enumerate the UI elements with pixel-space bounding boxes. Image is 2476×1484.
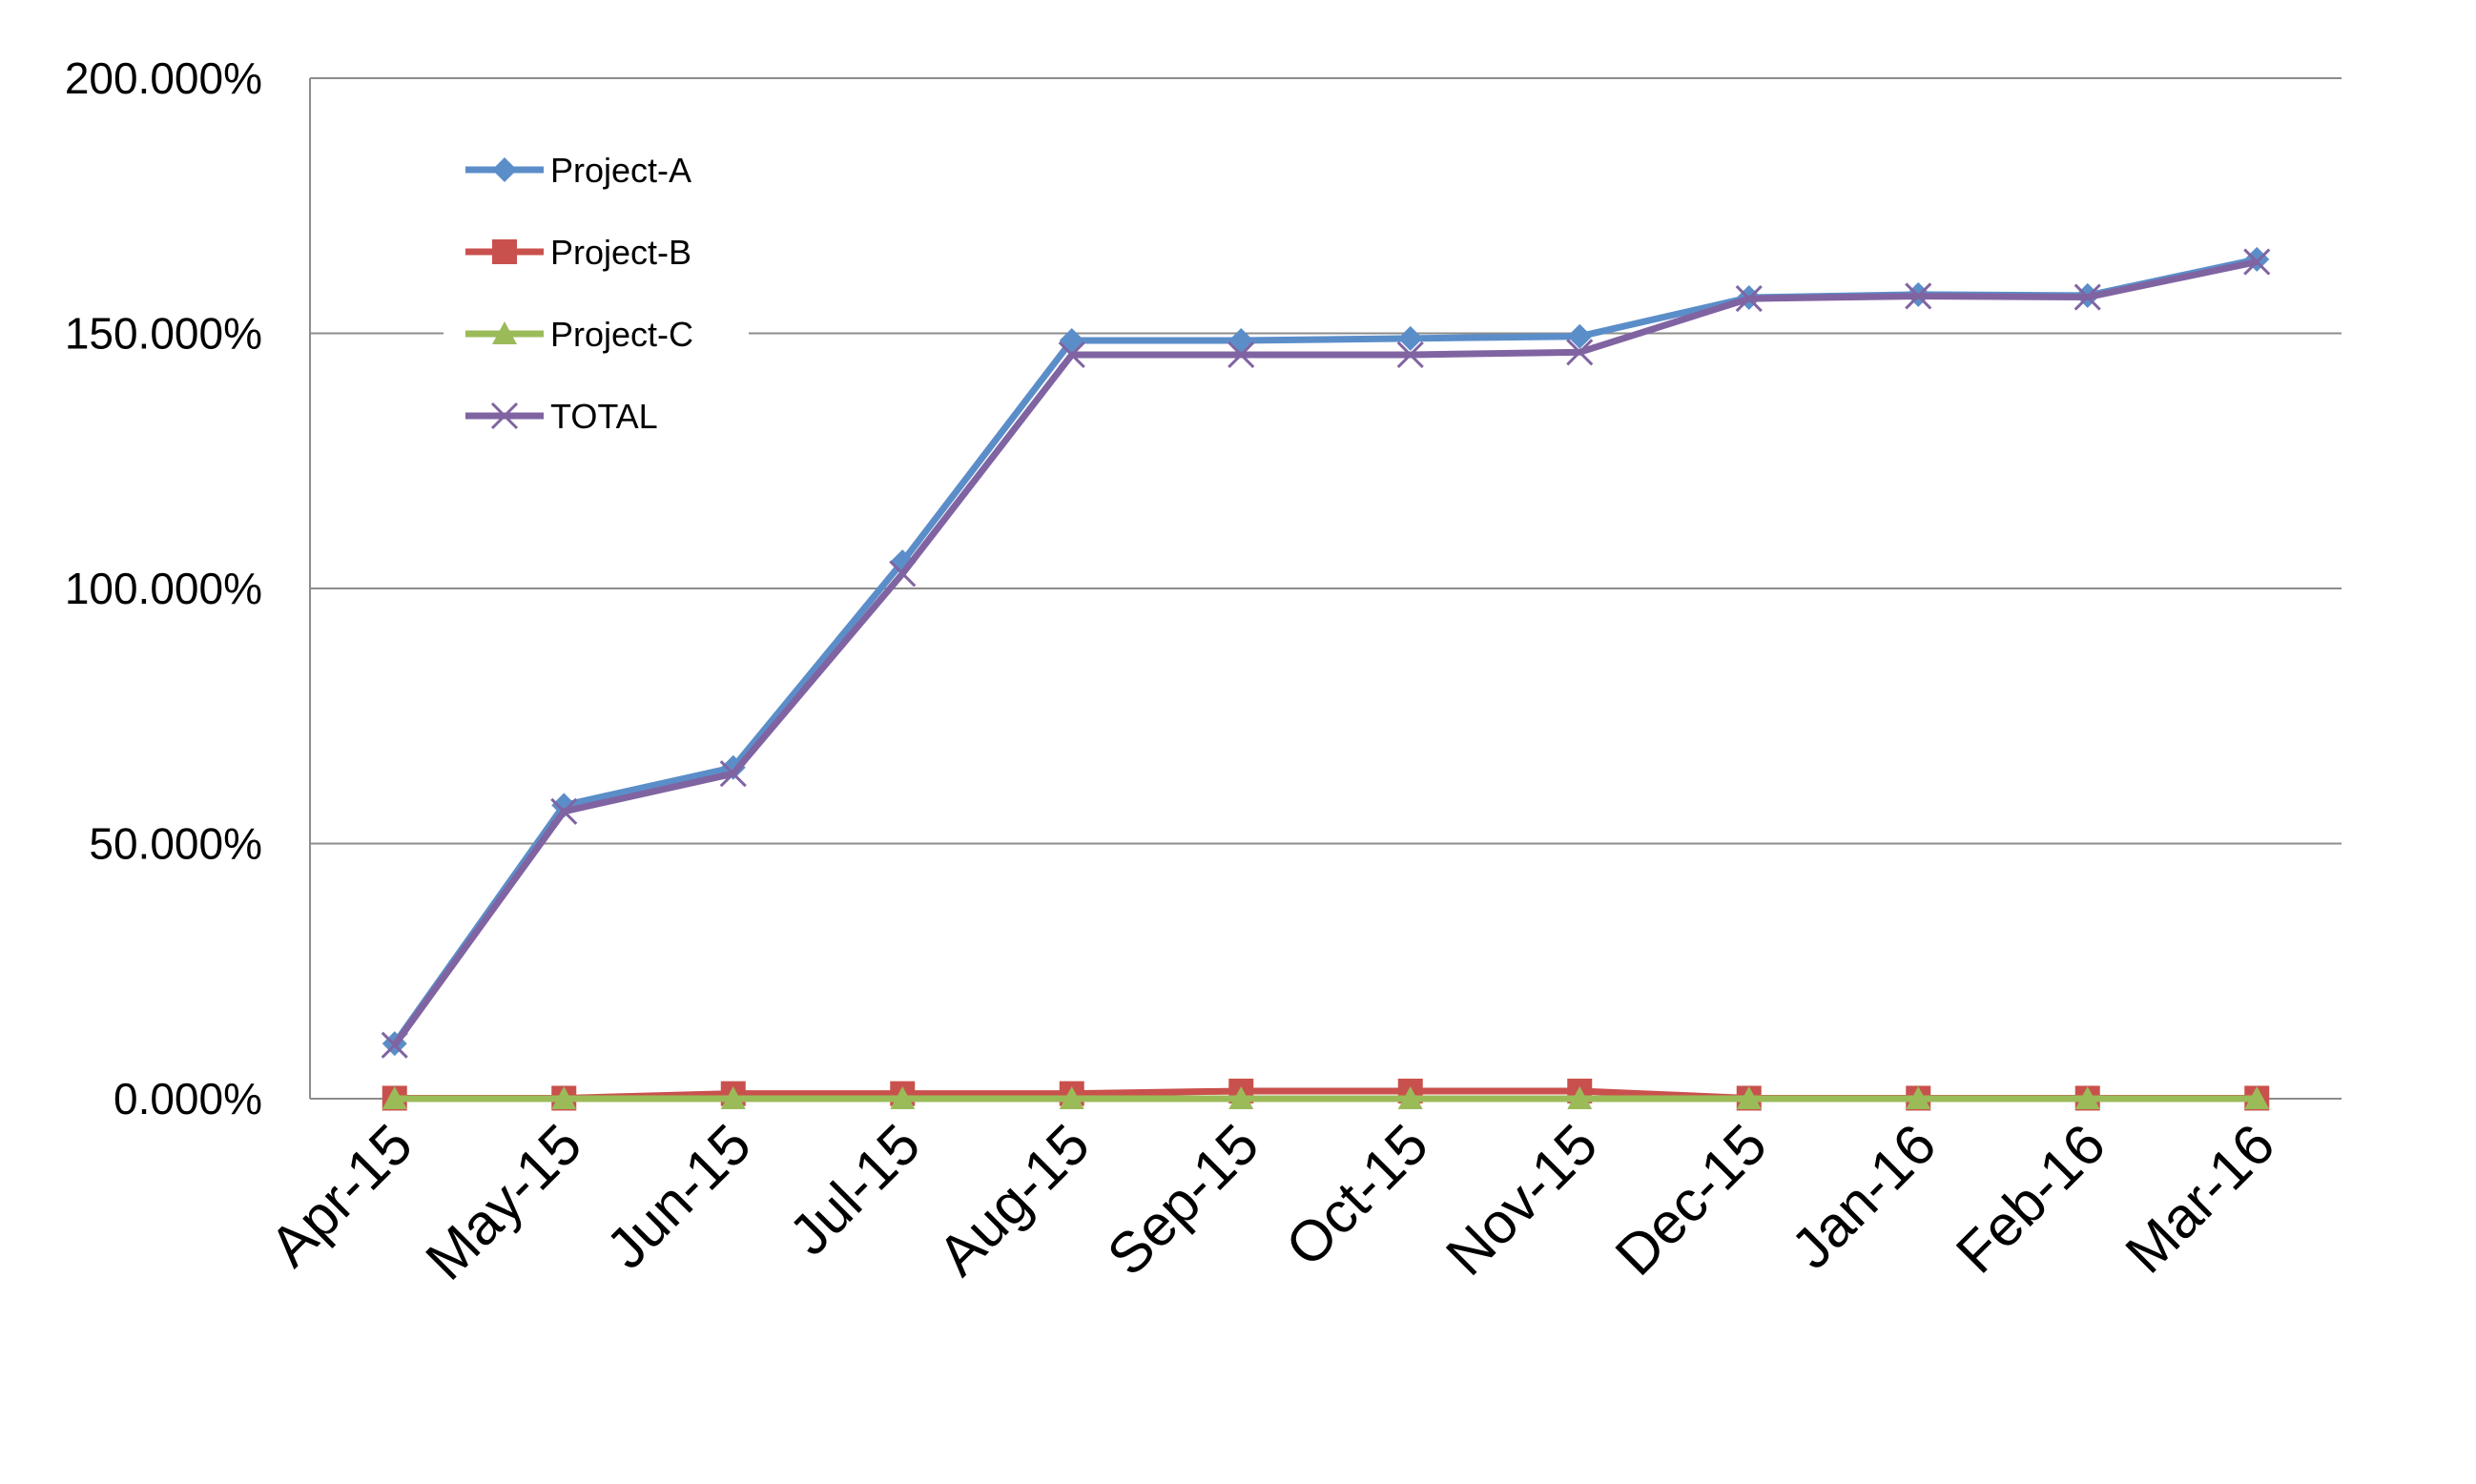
data-point: [1735, 285, 1763, 313]
data-point: [2243, 248, 2271, 276]
x-tick-label: Mar-16: [2114, 1112, 2287, 1286]
y-tick-label: 0.000%: [113, 1074, 262, 1123]
x-tick-label: Oct-15: [1273, 1112, 1440, 1279]
legend-label: Project-A: [550, 151, 691, 190]
series-project-c: [382, 1086, 2270, 1109]
data-point-stroke: [550, 797, 578, 825]
data-point: [889, 560, 917, 587]
data-point: [2244, 1086, 2270, 1109]
data-point-stroke: [490, 402, 519, 430]
y-tick-label: 50.000%: [89, 819, 262, 869]
x-tick-label: Sep-15: [1095, 1112, 1270, 1288]
data-point: [1566, 339, 1594, 366]
data-point: [1397, 1086, 1423, 1109]
x-tick-label: Aug-15: [926, 1112, 1102, 1288]
legend: Project-A Project-B Project-C TOTAL: [444, 129, 749, 443]
data-point: [492, 321, 517, 344]
data-point-stroke: [1228, 340, 1255, 369]
data-point: [1228, 1086, 1254, 1109]
data-point: [1905, 282, 1932, 310]
data-point: [1228, 340, 1255, 369]
data-point-stroke: [381, 1031, 408, 1059]
data-point: [1059, 1086, 1084, 1109]
data-point: [1397, 325, 1423, 351]
data-point: [492, 239, 517, 264]
series-total: [381, 248, 2271, 1059]
data-point-stroke: [2074, 283, 2101, 311]
data-point: [492, 157, 517, 182]
data-point: [2074, 1086, 2100, 1109]
data-point-stroke: [1566, 339, 1594, 366]
y-axis: 0.000% 50.000% 100.000% 150.000% 200.000%: [65, 53, 311, 1123]
data-point: [1906, 1086, 1931, 1109]
x-tick-label: Apr-15: [258, 1112, 424, 1279]
legend-item: TOTAL: [465, 397, 658, 436]
legend-box: [444, 129, 749, 443]
y-tick-label: 100.000%: [65, 564, 262, 613]
x-tick-label: Dec-15: [1603, 1112, 1779, 1288]
data-point-stroke: [1396, 340, 1424, 369]
data-point: [490, 402, 519, 430]
data-point-stroke: [1905, 282, 1932, 310]
data-point: [720, 1086, 746, 1109]
series-project-b: [382, 1078, 2270, 1111]
x-tick-label: Jan-16: [1779, 1112, 1948, 1281]
x-tick-label: Jun-15: [594, 1112, 763, 1281]
y-tick-label: 150.000%: [65, 309, 262, 359]
legend-label: TOTAL: [550, 397, 658, 436]
data-point: [381, 1031, 408, 1059]
data-point-stroke: [1735, 285, 1763, 313]
data-point: [2074, 283, 2101, 311]
data-point: [890, 1086, 916, 1109]
x-tick-label: Feb-16: [1944, 1112, 2117, 1286]
x-tick-label: May-15: [414, 1112, 594, 1292]
legend-item: Project-B: [465, 233, 691, 272]
data-point: [1567, 1086, 1593, 1109]
data-point-stroke: [1058, 340, 1085, 369]
data-point: [2244, 246, 2270, 272]
data-point: [1228, 327, 1254, 353]
x-tick-label: Jul-15: [777, 1112, 933, 1268]
y-tick-label: 200.000%: [65, 53, 262, 103]
legend-label: Project-C: [550, 315, 693, 354]
data-point: [551, 1086, 577, 1109]
data-point: [382, 1086, 407, 1109]
x-tick-label: Nov-15: [1434, 1112, 1609, 1288]
data-point-stroke: [719, 760, 747, 788]
data-point: [1736, 1086, 1762, 1109]
legend-label: Project-B: [550, 233, 691, 272]
legend-item: Project-C: [465, 315, 693, 354]
data-point-stroke: [2243, 248, 2271, 276]
legend-item: Project-A: [465, 151, 691, 190]
data-point: [550, 797, 578, 825]
data-point: [1396, 340, 1424, 369]
data-point: [719, 760, 747, 788]
data-point: [1058, 340, 1085, 369]
data-point-stroke: [889, 560, 917, 587]
series-line: [391, 258, 2258, 1047]
data-point: [1567, 323, 1593, 349]
series-group: [381, 246, 2271, 1111]
